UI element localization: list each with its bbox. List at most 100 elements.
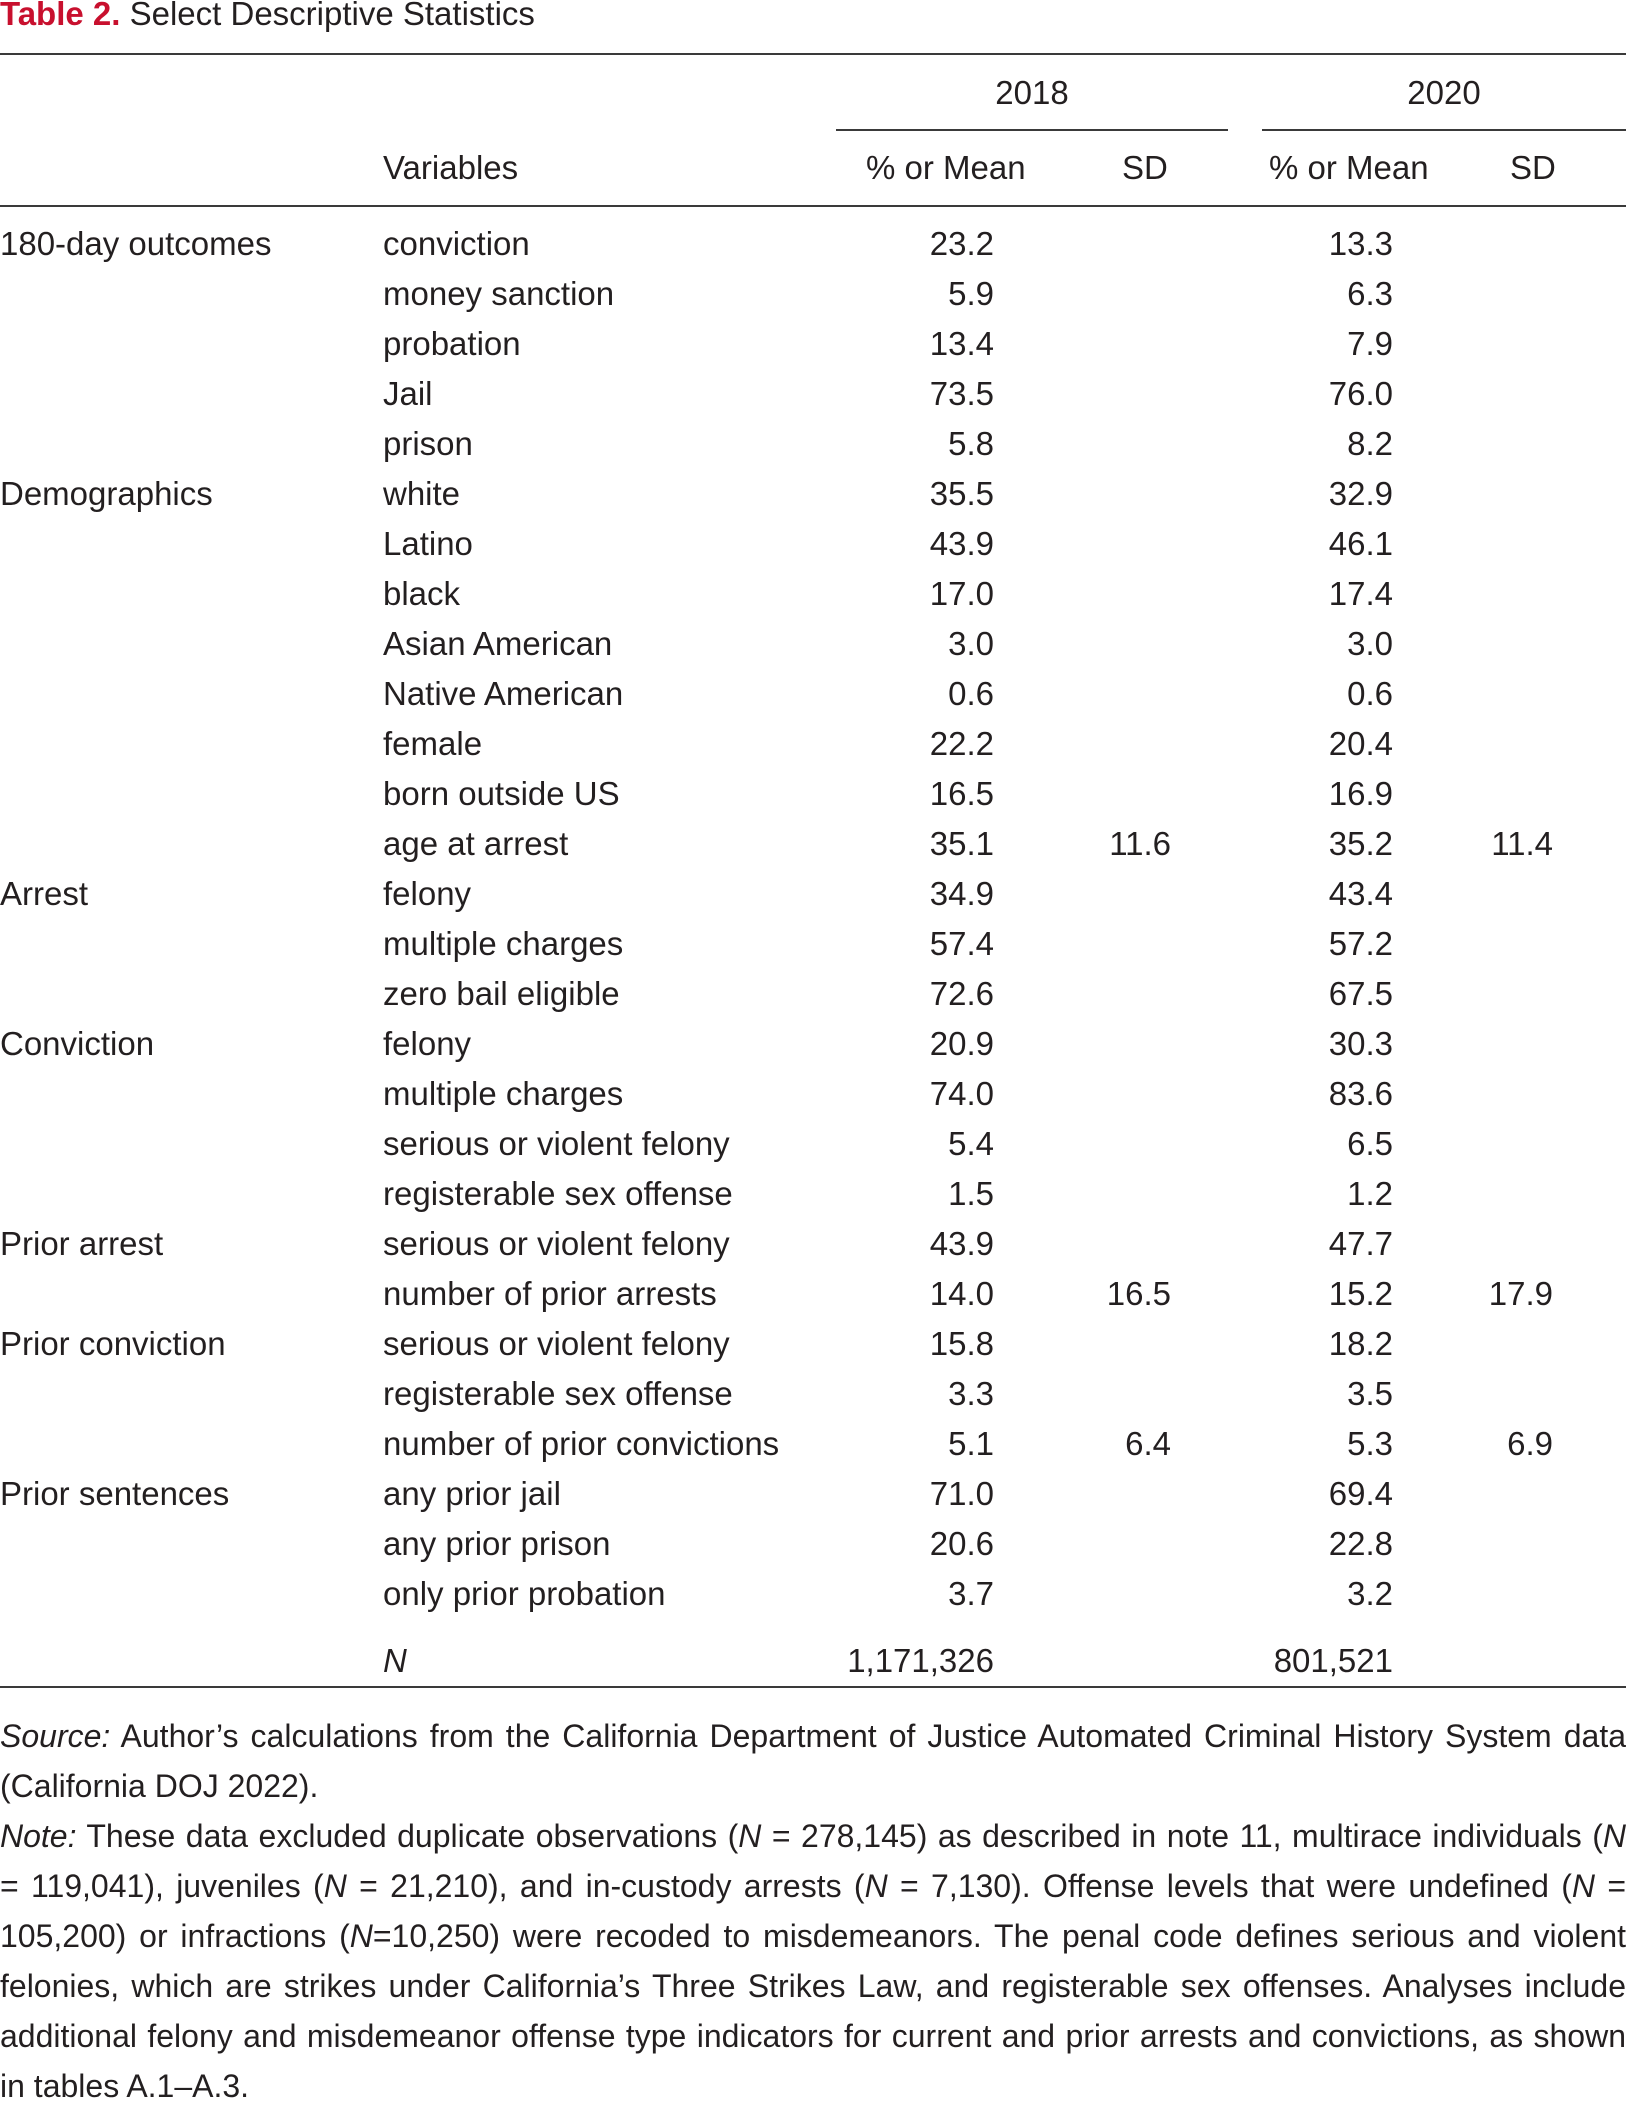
row-group-label: 180-day outcomes: [0, 225, 272, 262]
row-variable: multiple charges: [383, 1075, 624, 1112]
mean-2020-cell: 22.8: [1328, 1525, 1393, 1562]
sd-2018-cell: 16.5: [1106, 1275, 1171, 1312]
table-row: Asian American 3.0 3.0: [0, 619, 1626, 669]
table-row: Prior arrest serious or violent felony 43.…: [0, 1219, 1626, 1269]
mean-2020-cell: 0.6: [1347, 675, 1393, 712]
source-note: Source: Author’s calculations from the C…: [0, 1711, 1626, 1811]
mean-2018-cell: 14.0: [929, 1275, 994, 1312]
note-text: = 21,210), and in-custody arrests (: [346, 1868, 865, 1904]
n-row: N 1,171,326 801,521: [0, 1636, 1626, 1686]
mean-2018-cell: 57.4: [929, 925, 994, 962]
n-2018: 1,171,326: [847, 1642, 994, 1679]
sd-2020-header: SD: [1510, 149, 1556, 186]
variables-header: Variables: [383, 149, 519, 186]
note-text: These data excluded duplicate observatio…: [76, 1818, 739, 1854]
bottom-rule: [0, 1686, 1626, 1688]
table-row: zero bail eligible 72.6 67.5: [0, 969, 1626, 1019]
row-variable: serious or violent felony: [383, 1125, 730, 1162]
mean-2020-cell: 1.2: [1347, 1175, 1393, 1212]
row-variable: black: [383, 575, 461, 612]
row-variable: zero bail eligible: [383, 975, 620, 1012]
sd-2020-cell: 6.9: [1507, 1425, 1553, 1462]
year-2020-header: 2020: [1407, 74, 1481, 111]
row-variable: Native American: [383, 675, 624, 712]
row-variable: probation: [383, 325, 521, 362]
mean-2020-cell: 5.3: [1347, 1425, 1393, 1462]
mean-2018-cell: 3.3: [948, 1375, 994, 1412]
mean-2020-cell: 69.4: [1328, 1475, 1393, 1512]
table-row: black 17.0 17.4: [0, 569, 1626, 619]
table-row: money sanction 5.9 6.3: [0, 269, 1626, 319]
mean-2020-cell: 13.3: [1328, 225, 1393, 262]
mean-2020-cell: 32.9: [1328, 475, 1393, 512]
table-row: age at arrest 35.1 11.6 35.2 11.4: [0, 819, 1626, 869]
mean-2020-cell: 6.3: [1347, 275, 1393, 312]
top-rule: [0, 53, 1626, 55]
mean-2018-header: % or Mean: [866, 149, 1026, 186]
row-group-label: Prior arrest: [0, 1225, 164, 1262]
n-label: N: [383, 1642, 407, 1679]
mean-2020-cell: 3.2: [1347, 1575, 1393, 1612]
mean-2018-cell: 1.5: [948, 1175, 994, 1212]
row-variable: Latino: [383, 525, 473, 562]
mean-2018-cell: 20.9: [929, 1025, 994, 1062]
table-row: born outside US 16.5 16.9: [0, 769, 1626, 819]
row-variable: felony: [383, 1025, 472, 1062]
mean-2020-cell: 18.2: [1328, 1325, 1393, 1362]
mean-2018-cell: 5.4: [948, 1125, 994, 1162]
mean-2018-cell: 3.7: [948, 1575, 994, 1612]
row-variable: prison: [383, 425, 473, 462]
sd-2020-cell: 17.9: [1488, 1275, 1553, 1312]
table-row: only prior probation 3.7 3.2: [0, 1569, 1626, 1619]
row-variable: multiple charges: [383, 925, 624, 962]
row-variable: registerable sex offense: [383, 1375, 733, 1412]
mean-2020-cell: 76.0: [1328, 375, 1393, 412]
table-row: number of prior arrests 14.0 16.5 15.2 17.9: [0, 1269, 1626, 1319]
sd-2018-cell: 11.6: [1109, 825, 1171, 862]
note-italic-n: N: [738, 1818, 762, 1854]
mean-2018-cell: 43.9: [929, 1225, 994, 1262]
header-rule: [0, 205, 1626, 207]
table-row: registerable sex offense 3.3 3.5: [0, 1369, 1626, 1419]
row-group-label: Conviction: [0, 1025, 155, 1062]
row-variable: conviction: [383, 225, 530, 262]
mean-2018-cell: 22.2: [929, 725, 994, 762]
sd-2018-cell: 6.4: [1125, 1425, 1171, 1462]
mean-2020-cell: 43.4: [1328, 875, 1393, 912]
note-italic-n: N: [1602, 1818, 1626, 1854]
year-2020-rule: [1262, 129, 1626, 131]
sd-2020-cell: 11.4: [1491, 825, 1553, 862]
mean-2018-cell: 5.1: [948, 1425, 994, 1462]
table-row: Conviction felony 20.9 30.3: [0, 1019, 1626, 1069]
note-italic-n: N: [1571, 1868, 1595, 1904]
table-row: Jail 73.5 76.0: [0, 369, 1626, 419]
table-row: 180-day outcomes conviction 23.2 13.3: [0, 219, 1626, 269]
table-number: Table 2.: [0, 0, 121, 32]
mean-2020-header: % or Mean: [1269, 149, 1429, 186]
note-text: = 119,041), juveniles (: [0, 1868, 324, 1904]
year-2018-header: 2018: [995, 74, 1069, 111]
row-variable: born outside US: [383, 775, 620, 812]
year-2018-rule: [836, 129, 1228, 131]
table-row: serious or violent felony 5.4 6.5: [0, 1119, 1626, 1169]
mean-2018-cell: 17.0: [929, 575, 994, 612]
table-row: Prior sentences any prior jail 71.0 69.4: [0, 1469, 1626, 1519]
row-variable: Asian American: [383, 625, 613, 662]
mean-2020-cell: 17.4: [1328, 575, 1393, 612]
mean-2018-cell: 72.6: [929, 975, 994, 1012]
table-title: Select Descriptive Statistics: [120, 0, 535, 32]
table-row: multiple charges 74.0 83.6: [0, 1069, 1626, 1119]
n-2020: 801,521: [1273, 1642, 1393, 1679]
note-label: Note:: [0, 1818, 77, 1854]
mean-2020-cell: 57.2: [1328, 925, 1393, 962]
row-group-label: Demographics: [0, 475, 213, 512]
row-variable: money sanction: [383, 275, 615, 312]
table-row: Native American 0.6 0.6: [0, 669, 1626, 719]
row-variable: age at arrest: [383, 825, 569, 862]
mean-2020-cell: 3.5: [1347, 1375, 1393, 1412]
mean-2018-cell: 15.8: [929, 1325, 994, 1362]
row-variable: any prior jail: [383, 1475, 561, 1512]
row-variable: Jail: [383, 375, 433, 412]
row-variable: only prior probation: [383, 1575, 666, 1612]
